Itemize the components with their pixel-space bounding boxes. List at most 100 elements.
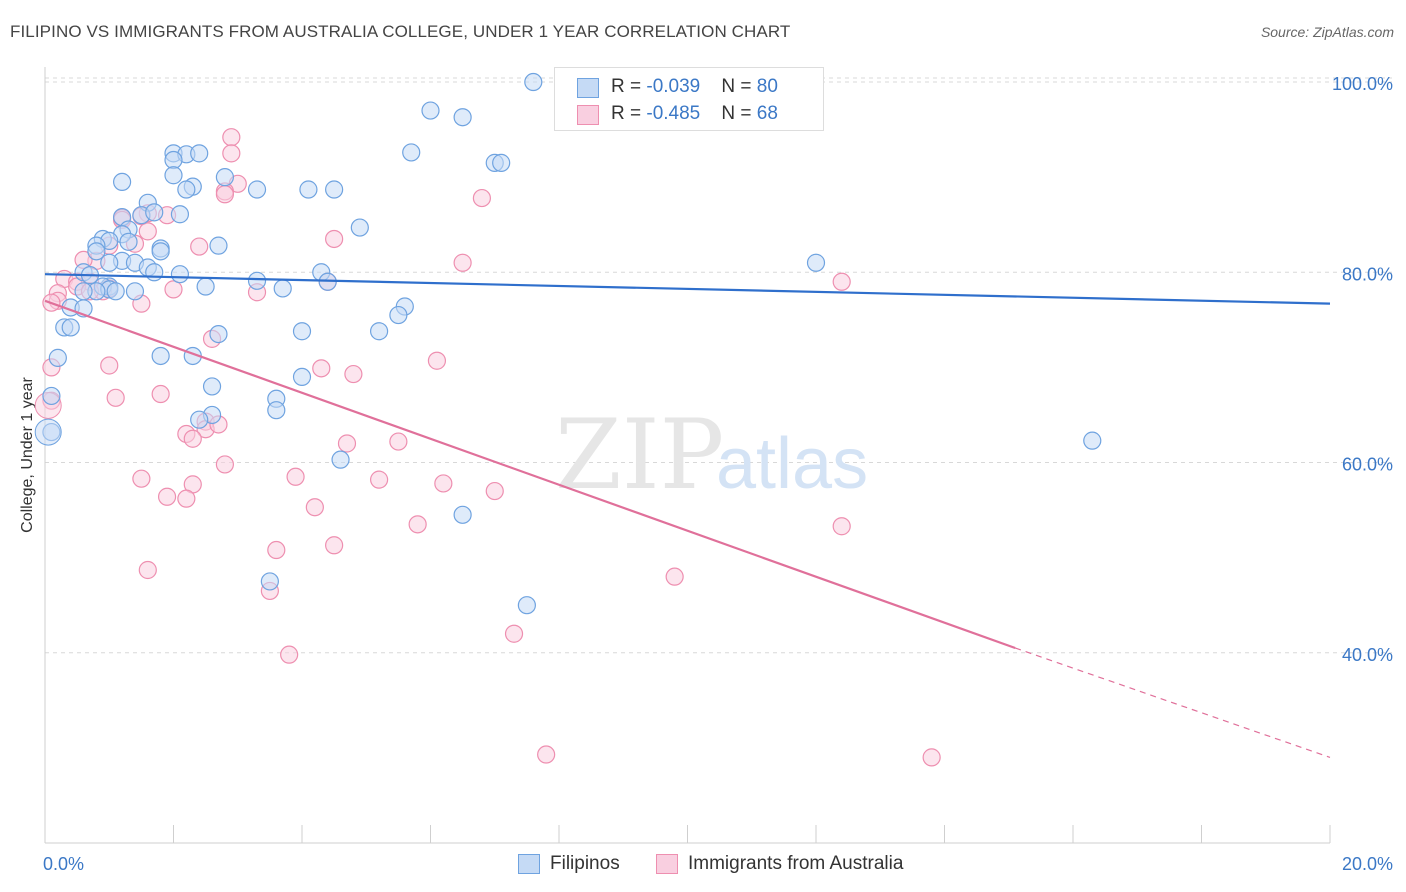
data-point: [34, 418, 62, 446]
data-point: [389, 432, 408, 451]
data-point: [48, 348, 67, 367]
data-point: [273, 279, 292, 298]
axes: [44, 67, 1331, 844]
stats-legend: R = -0.039 N = 80 R = -0.485 N = 68: [554, 67, 824, 131]
data-point: [61, 318, 80, 337]
source-credit: Source: ZipAtlas.com: [1260, 24, 1394, 40]
data-point: [325, 229, 344, 249]
data-point: [209, 236, 228, 255]
data-point: [145, 263, 164, 282]
y-tick-label: 80.0%: [1342, 264, 1393, 284]
data-point: [665, 567, 684, 586]
data-point: [832, 517, 851, 536]
data-point: [177, 489, 196, 508]
data-point: [292, 322, 312, 341]
data-point: [292, 367, 312, 387]
y-tick-label: 60.0%: [1342, 455, 1393, 475]
data-point: [215, 185, 234, 204]
legend-r-label: R =: [611, 76, 647, 97]
trend-line-immigrants: [44, 299, 1016, 650]
data-point: [247, 271, 267, 290]
bottom-legend-swatch-blue: [518, 854, 540, 874]
data-point: [492, 153, 511, 172]
data-point: [177, 180, 196, 199]
x-tick-label-max: 20.0%: [1342, 854, 1393, 874]
legend-r-label: R =: [611, 103, 647, 124]
y-tick-label: 40.0%: [1342, 645, 1393, 665]
data-point: [402, 143, 421, 162]
data-point: [280, 645, 299, 664]
data-point: [453, 253, 472, 272]
data-point: [138, 560, 157, 580]
data-point: [164, 280, 183, 299]
data-point: [344, 364, 363, 384]
trend-line-filipinos: [44, 273, 1331, 305]
data-point: [190, 237, 209, 256]
grid-lines: [45, 77, 1392, 654]
data-point: [100, 356, 119, 375]
data-point: [350, 218, 369, 237]
data-point: [325, 180, 344, 199]
data-point: [524, 72, 543, 92]
data-point: [453, 505, 472, 524]
data-point: [42, 386, 61, 406]
series-immigrants-points: [34, 128, 941, 767]
data-point: [125, 282, 145, 301]
data-point: [453, 108, 472, 127]
legend-n-label: N =: [721, 103, 757, 124]
data-point: [132, 469, 151, 488]
trend-line-immigrants-extension: [1014, 647, 1331, 758]
data-point: [504, 624, 524, 643]
data-point: [537, 745, 556, 764]
data-point: [170, 265, 190, 284]
data-point: [112, 172, 132, 192]
data-point: [151, 384, 170, 404]
data-point: [331, 450, 350, 469]
data-point: [190, 410, 209, 429]
data-point: [164, 166, 183, 185]
data-point: [202, 377, 222, 396]
chart-title: FILIPINO VS IMMIGRANTS FROM AUSTRALIA CO…: [10, 22, 791, 41]
legend-n-label: N =: [721, 76, 757, 97]
data-point: [472, 188, 491, 208]
bottom-legend-label: Filipinos: [550, 853, 620, 874]
legend-r-value: -0.039: [646, 76, 701, 97]
legend-n-value: 80: [756, 76, 778, 97]
legend-swatch-blue: [577, 78, 599, 98]
data-point: [325, 536, 344, 555]
data-point: [215, 455, 234, 474]
bottom-legend-label: Immigrants from Australia: [688, 853, 904, 874]
data-point: [389, 305, 408, 325]
data-point: [806, 253, 826, 272]
x-tick-label-min: 0.0%: [43, 854, 84, 874]
data-point: [247, 180, 267, 199]
data-point: [832, 272, 851, 291]
watermark: ZIP atlas: [555, 399, 868, 511]
data-point: [434, 474, 453, 493]
data-point: [196, 277, 215, 296]
data-point: [370, 470, 389, 489]
data-point: [209, 324, 228, 344]
data-point: [190, 144, 209, 163]
data-point: [87, 242, 106, 261]
data-point: [151, 346, 170, 366]
bottom-legend-swatch-pink: [656, 854, 678, 874]
data-point: [485, 481, 504, 501]
data-point: [106, 388, 125, 407]
data-point: [215, 168, 234, 187]
data-point: [183, 429, 202, 448]
data-point: [305, 498, 324, 517]
y-tick-label: 100.0%: [1332, 74, 1393, 94]
watermark-zip: ZIP: [555, 399, 724, 511]
series-filipinos-points: [34, 72, 1102, 615]
data-point: [170, 205, 190, 224]
watermark-atlas: atlas: [716, 424, 868, 504]
data-point: [286, 467, 305, 486]
legend-swatch-pink: [577, 105, 599, 125]
trend-lines: [44, 273, 1331, 758]
data-point: [138, 222, 157, 241]
data-point: [922, 748, 941, 767]
legend-n-value: 68: [756, 103, 778, 124]
data-point: [222, 128, 241, 147]
data-point: [517, 596, 536, 615]
